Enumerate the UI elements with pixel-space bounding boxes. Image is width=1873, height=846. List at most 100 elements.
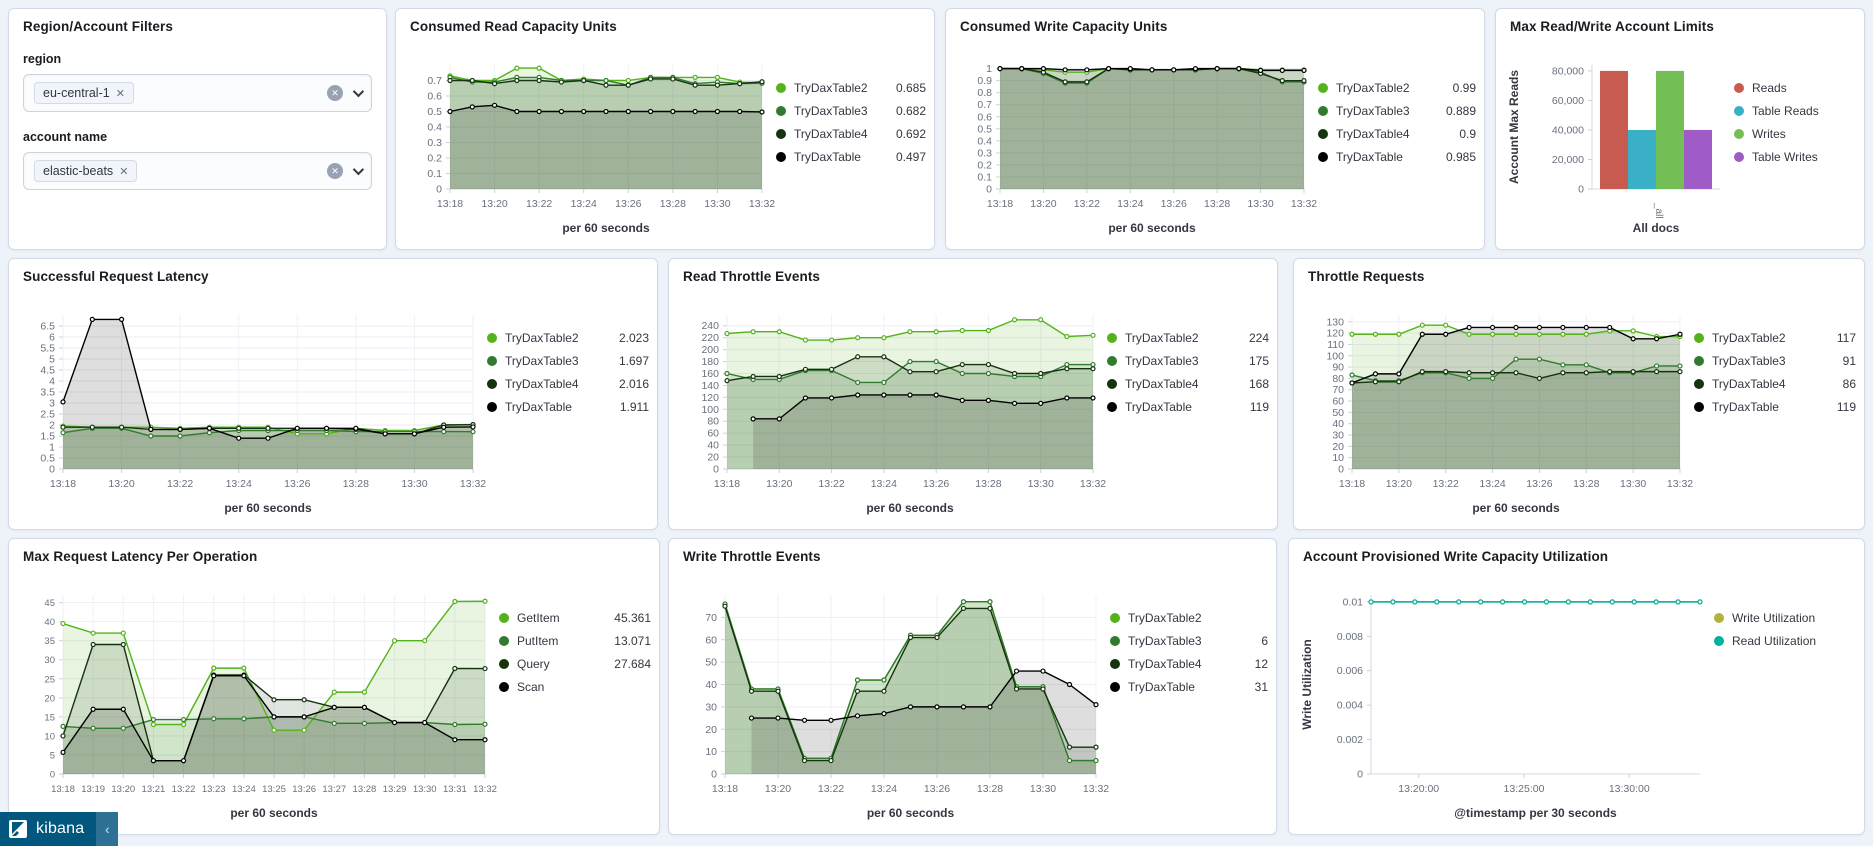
region-pill-remove-icon[interactable]: ✕	[115, 87, 125, 100]
svg-text:13:18: 13:18	[987, 198, 1013, 210]
legend-label: TryDaxTable3	[1712, 354, 1786, 368]
svg-text:0.008: 0.008	[1337, 631, 1363, 643]
svg-text:0.4: 0.4	[427, 122, 442, 134]
legend-item[interactable]: TryDaxTable 0.497	[776, 150, 926, 164]
legend-dot-icon	[1110, 659, 1120, 669]
svg-text:0: 0	[50, 770, 55, 781]
legend-label: TryDaxTable2	[1128, 611, 1202, 625]
chart-canvas[interactable]: 00.10.20.30.40.50.60.70.80.91 13:18 13:20 1…	[954, 39, 1318, 241]
kibana-brand-name: kibana	[36, 820, 85, 837]
chart-canvas[interactable]: 0 5 10 15 20 25 30 35 40 45 13:18 13:19 13:20 13:21 13…	[17, 569, 499, 826]
account-combobox[interactable]: elastic-beats ✕ ✕	[23, 152, 372, 190]
legend-item[interactable]: TryDaxTable3 0.682	[776, 104, 926, 118]
svg-text:13:21: 13:21	[142, 784, 166, 795]
region-chevron-down-icon[interactable]	[352, 85, 365, 98]
chart-canvas[interactable]: 0 10 20 30 40 50 60 70 13:18 13:20 13:22 13:24 13:26…	[677, 569, 1110, 826]
legend-item[interactable]: TryDaxTable4 0.9	[1318, 127, 1476, 141]
chart-legend: TryDaxTable2 0.99 TryDaxTable3 0.889 TryDaxT…	[1318, 39, 1476, 241]
legend-item[interactable]: Table Reads	[1734, 104, 1856, 118]
chart-canvas[interactable]: 0 0.002 0.004 0.006 0.008 0.01 13:20:00 13:25:0…	[1297, 569, 1714, 826]
chart-canvas[interactable]: 00.511.522.533.544.555.566.5 13:18 13:20 13…	[17, 289, 487, 521]
svg-text:0.5: 0.5	[40, 453, 55, 465]
legend-item[interactable]: TryDaxTable 31	[1110, 680, 1268, 694]
legend-item[interactable]: TryDaxTable4 168	[1107, 377, 1269, 391]
panel-write-capacity-utilization: Account Provisioned Write Capacity Utili…	[1288, 538, 1865, 835]
legend-dot-icon	[1107, 356, 1117, 366]
panel-title: Consumed Read Capacity Units	[410, 19, 617, 34]
account-pill-remove-icon[interactable]: ✕	[119, 165, 129, 178]
legend-value: 0.685	[895, 81, 926, 95]
svg-text:0: 0	[986, 184, 992, 196]
legend-item[interactable]: TryDaxTable2 224	[1107, 331, 1269, 345]
svg-text:13:24: 13:24	[1117, 198, 1143, 210]
legend-item[interactable]: GetItem 45.361	[499, 611, 651, 625]
sidebar-collapse-button[interactable]: ‹	[96, 812, 119, 846]
legend-dot-icon	[499, 636, 509, 646]
legend-item[interactable]: Table Writes	[1734, 150, 1856, 164]
svg-text:3.5: 3.5	[40, 387, 55, 399]
svg-text:5.5: 5.5	[40, 343, 55, 355]
legend-item[interactable]: TryDaxTable 1.911	[487, 400, 649, 414]
legend-item[interactable]: TryDaxTable2 0.685	[776, 81, 926, 95]
legend-value: 2.023	[618, 331, 649, 345]
account-chevron-down-icon[interactable]	[352, 163, 365, 176]
legend-item[interactable]: TryDaxTable3 175	[1107, 354, 1269, 368]
legend-item[interactable]: TryDaxTable2 2.023	[487, 331, 649, 345]
svg-text:per 60 seconds: per 60 seconds	[1108, 221, 1196, 235]
region-pill-label: eu-central-1	[43, 86, 110, 100]
legend-value: 0.889	[1445, 104, 1476, 118]
legend-item[interactable]: TryDaxTable 119	[1107, 400, 1269, 414]
legend-value: 86	[1842, 377, 1856, 391]
legend-item[interactable]: TryDaxTable4 0.692	[776, 127, 926, 141]
chart-canvas[interactable]: 0 0.1 0.2 0.3 0.4 0.5 0.6 0.7 13:18 13:20 13:22 13:…	[404, 39, 776, 241]
legend-item[interactable]: Scan	[499, 680, 651, 694]
legend-label: Reads	[1752, 81, 1787, 95]
legend-item[interactable]: TryDaxTable4 86	[1694, 377, 1856, 391]
legend-item[interactable]: TryDaxTable4 2.016	[487, 377, 649, 391]
legend-item[interactable]: TryDaxTable3 91	[1694, 354, 1856, 368]
legend-item[interactable]: TryDaxTable3 1.697	[487, 354, 649, 368]
svg-text:60: 60	[705, 634, 717, 646]
legend-item[interactable]: PutItem 13.071	[499, 634, 651, 648]
chart-canvas[interactable]: 0 20,000 40,000 60,000 80,000 All docs Account…	[1504, 39, 1734, 241]
legend-item[interactable]: TryDaxTable 0.985	[1318, 150, 1476, 164]
svg-text:13:32: 13:32	[1667, 478, 1693, 490]
panel-title: Successful Request Latency	[23, 269, 209, 284]
svg-text:120: 120	[1326, 328, 1344, 340]
svg-text:1: 1	[49, 442, 55, 454]
svg-text:13:26: 13:26	[1161, 198, 1187, 210]
svg-text:10: 10	[705, 746, 717, 758]
legend-label: GetItem	[517, 611, 560, 625]
region-clear-icon[interactable]: ✕	[327, 85, 343, 101]
legend-value: 119	[1836, 400, 1856, 414]
legend-dot-icon	[776, 106, 786, 116]
account-clear-icon[interactable]: ✕	[327, 163, 343, 179]
svg-text:10: 10	[44, 731, 55, 742]
region-combobox[interactable]: eu-central-1 ✕ ✕	[23, 74, 372, 112]
svg-text:13:20: 13:20	[765, 783, 791, 795]
legend-item[interactable]: TryDaxTable4 12	[1110, 657, 1268, 671]
legend-dot-icon	[487, 333, 497, 343]
legend-item[interactable]: TryDaxTable2 117	[1694, 331, 1856, 345]
legend-label: TryDaxTable2	[1125, 331, 1199, 345]
legend-item[interactable]: TryDaxTable2	[1110, 611, 1268, 625]
svg-text:_all: _all	[1653, 202, 1664, 219]
svg-text:30: 30	[44, 655, 55, 666]
svg-text:6.5: 6.5	[40, 321, 55, 333]
account-pill-label: elastic-beats	[43, 164, 114, 178]
legend-item[interactable]: Writes	[1734, 127, 1856, 141]
legend-item[interactable]: Reads	[1734, 81, 1856, 95]
legend-item[interactable]: Query 27.684	[499, 657, 651, 671]
svg-text:60: 60	[1332, 396, 1344, 408]
legend-item[interactable]: TryDaxTable2 0.99	[1318, 81, 1476, 95]
legend-dot-icon	[1734, 152, 1744, 162]
legend-dot-icon	[1107, 333, 1117, 343]
legend-item[interactable]: Read Utilization	[1714, 634, 1856, 648]
legend-item[interactable]: Write Utilization	[1714, 611, 1856, 625]
svg-text:35: 35	[44, 636, 55, 647]
legend-item[interactable]: TryDaxTable3 0.889	[1318, 104, 1476, 118]
legend-item[interactable]: TryDaxTable 119	[1694, 400, 1856, 414]
legend-item[interactable]: TryDaxTable3 6	[1110, 634, 1268, 648]
